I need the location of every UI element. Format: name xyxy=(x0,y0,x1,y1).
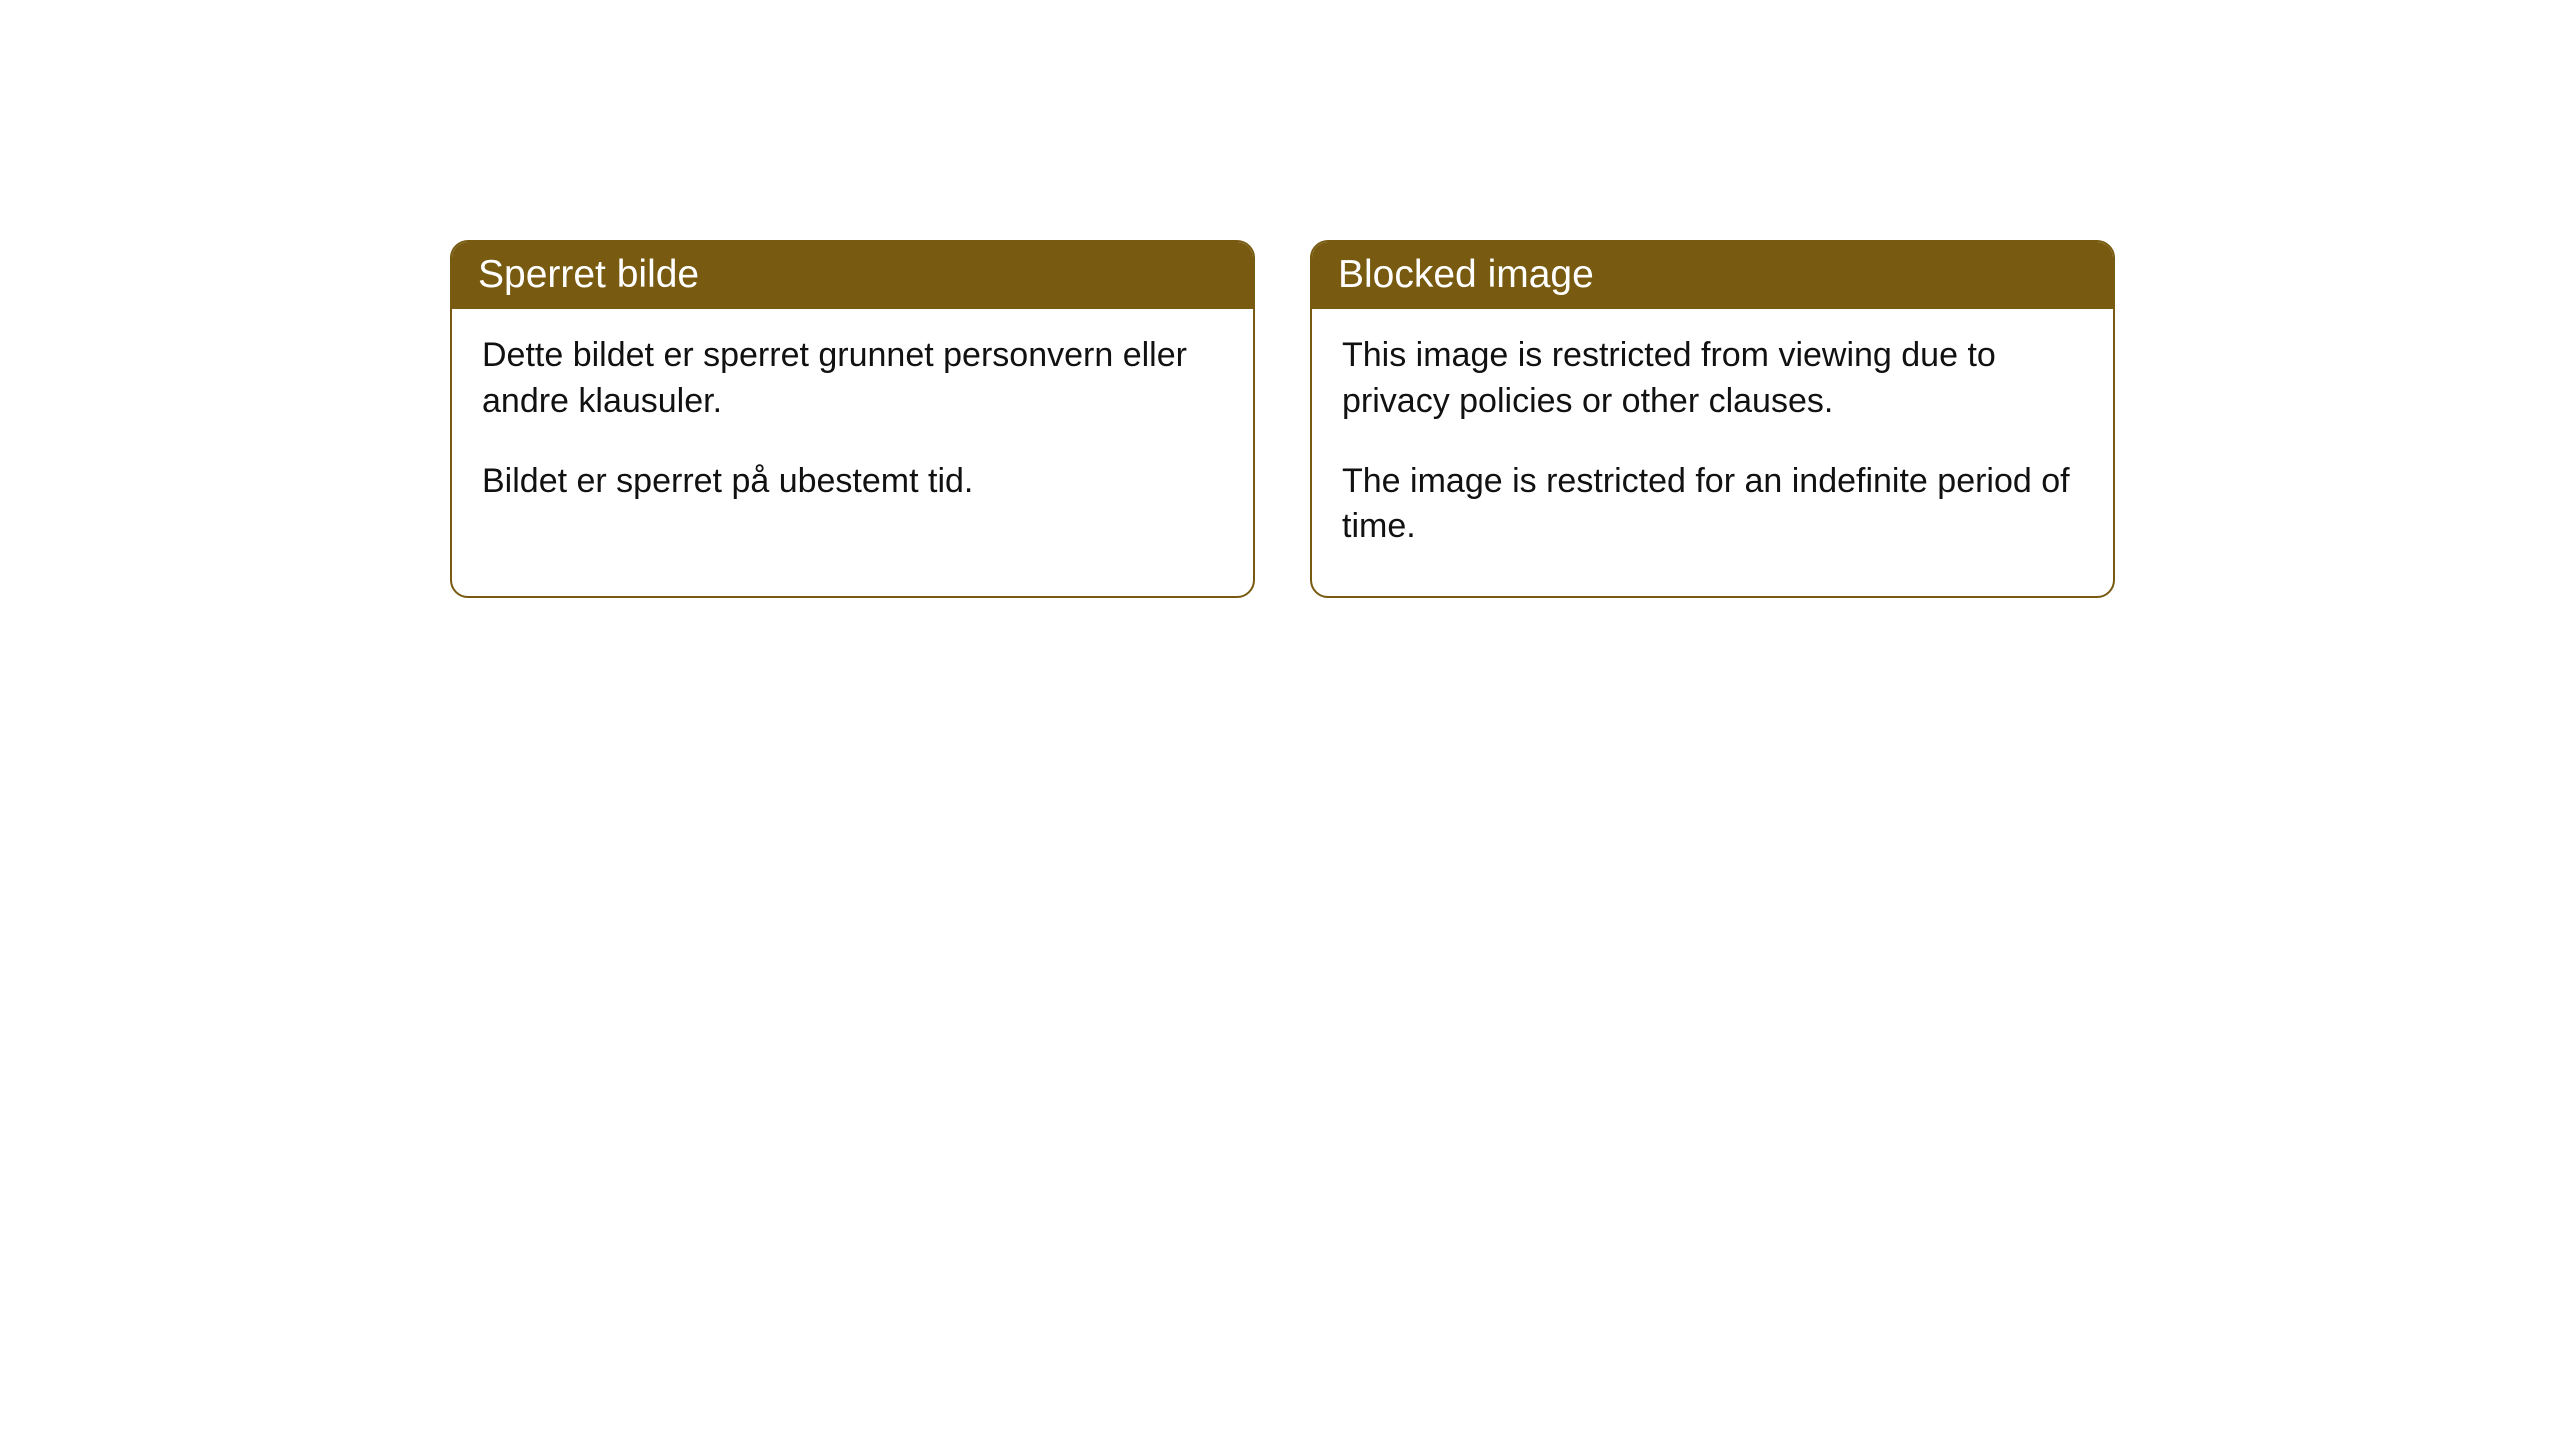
notice-cards-container: Sperret bilde Dette bildet er sperret gr… xyxy=(0,0,2560,598)
card-body: This image is restricted from viewing du… xyxy=(1312,309,2113,597)
blocked-image-card-english: Blocked image This image is restricted f… xyxy=(1310,240,2115,598)
card-title: Blocked image xyxy=(1312,242,2113,309)
blocked-image-card-norwegian: Sperret bilde Dette bildet er sperret gr… xyxy=(450,240,1255,598)
card-title: Sperret bilde xyxy=(452,242,1253,309)
card-paragraph-1: This image is restricted from viewing du… xyxy=(1342,333,2083,425)
card-body: Dette bildet er sperret grunnet personve… xyxy=(452,309,1253,551)
card-paragraph-1: Dette bildet er sperret grunnet personve… xyxy=(482,333,1223,425)
card-paragraph-2: Bildet er sperret på ubestemt tid. xyxy=(482,459,1223,505)
card-paragraph-2: The image is restricted for an indefinit… xyxy=(1342,459,2083,551)
